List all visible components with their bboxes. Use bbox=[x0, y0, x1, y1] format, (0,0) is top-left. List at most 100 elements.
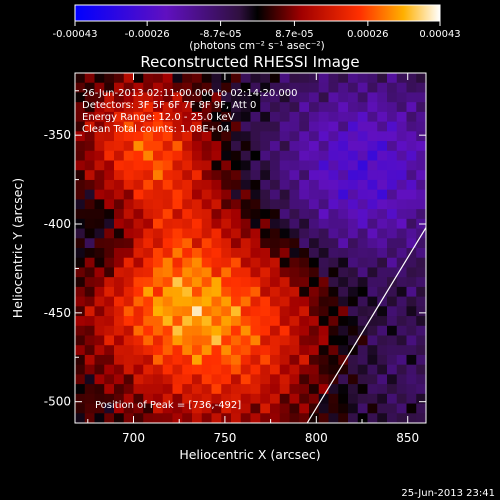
heatmap-cell bbox=[406, 218, 417, 230]
x-tick-label: 750 bbox=[213, 431, 236, 445]
heatmap-cell bbox=[357, 384, 369, 395]
heatmap-cell bbox=[211, 92, 222, 103]
heatmap-cell bbox=[192, 111, 203, 123]
heatmap-cell bbox=[377, 277, 388, 288]
heatmap-cell bbox=[182, 413, 193, 423]
heatmap-cell bbox=[182, 238, 193, 249]
heatmap-cell bbox=[75, 345, 86, 356]
heatmap-cell bbox=[289, 393, 300, 405]
heatmap-cell bbox=[318, 354, 330, 366]
heatmap-cell bbox=[143, 286, 154, 298]
heatmap-cell bbox=[289, 277, 300, 288]
heatmap-cell bbox=[231, 141, 242, 152]
heatmap-cell bbox=[231, 82, 242, 94]
heatmap-cell bbox=[182, 286, 193, 298]
heatmap-cell bbox=[104, 131, 115, 142]
heatmap-cell bbox=[162, 228, 174, 239]
heatmap-cell bbox=[240, 141, 252, 152]
heatmap-cell bbox=[328, 248, 339, 259]
heatmap-cell bbox=[377, 141, 388, 152]
heatmap-cell bbox=[104, 257, 115, 269]
heatmap-cell bbox=[75, 170, 86, 181]
heatmap-cell bbox=[328, 345, 339, 356]
heatmap-cell bbox=[153, 199, 164, 210]
heatmap-cell bbox=[143, 413, 154, 423]
heatmap-cell bbox=[182, 228, 193, 239]
heatmap-cell bbox=[318, 209, 330, 220]
heatmap-cell bbox=[172, 364, 183, 375]
heatmap-cell bbox=[192, 218, 203, 230]
heatmap-cell bbox=[133, 189, 144, 200]
heatmap-cell bbox=[318, 296, 330, 307]
colorbar-tick-label: 0.00026 bbox=[347, 29, 388, 40]
heatmap-cell bbox=[84, 238, 96, 249]
heatmap-cell bbox=[114, 354, 125, 366]
heatmap-cell bbox=[143, 238, 154, 249]
heatmap-cell bbox=[279, 316, 291, 327]
heatmap-cell bbox=[367, 238, 378, 249]
heatmap-cell bbox=[260, 413, 271, 423]
heatmap-cell bbox=[328, 306, 339, 317]
heatmap-cell bbox=[309, 267, 320, 278]
heatmap-cell bbox=[123, 228, 135, 239]
y-axis-label: Heliocentric Y (arcsec) bbox=[10, 178, 25, 318]
heatmap-cell bbox=[211, 209, 222, 220]
heatmap-cell bbox=[289, 413, 300, 423]
heatmap-cell bbox=[182, 335, 193, 346]
heatmap-cell bbox=[123, 209, 135, 220]
heatmap-cell bbox=[192, 238, 203, 249]
heatmap-cell bbox=[260, 306, 271, 317]
heatmap-cell bbox=[416, 209, 426, 220]
heatmap-cell bbox=[182, 102, 193, 113]
heatmap-cell bbox=[357, 345, 369, 356]
heatmap-cell bbox=[387, 286, 398, 298]
heatmap-cell bbox=[279, 189, 291, 200]
heatmap-cell bbox=[338, 325, 349, 337]
heatmap-cell bbox=[201, 345, 213, 356]
heatmap-cell bbox=[211, 228, 222, 239]
heatmap-cell bbox=[289, 179, 300, 191]
heatmap-cell bbox=[172, 170, 183, 181]
heatmap-cell bbox=[396, 150, 408, 162]
heatmap-cell bbox=[75, 73, 86, 84]
heatmap-cell bbox=[406, 345, 417, 356]
heatmap-cell bbox=[192, 384, 203, 395]
heatmap-cell bbox=[153, 179, 164, 191]
heatmap-cell bbox=[328, 286, 339, 298]
heatmap-cell bbox=[406, 354, 417, 366]
heatmap-cell bbox=[94, 413, 105, 423]
heatmap-cell bbox=[260, 374, 271, 385]
heatmap-cell bbox=[260, 131, 271, 142]
heatmap-cell bbox=[299, 92, 310, 103]
heatmap-cell bbox=[338, 286, 349, 298]
heatmap-cell bbox=[94, 286, 105, 298]
heatmap-cell bbox=[162, 257, 174, 269]
heatmap-cell bbox=[299, 218, 310, 230]
heatmap-cell bbox=[201, 316, 213, 327]
heatmap-cell bbox=[133, 179, 144, 191]
heatmap-cell bbox=[348, 306, 359, 317]
heatmap-cell bbox=[211, 316, 222, 327]
heatmap-cell bbox=[338, 267, 349, 278]
heatmap-cell bbox=[377, 335, 388, 346]
heatmap-cell bbox=[250, 73, 261, 84]
heatmap-cell bbox=[123, 413, 135, 423]
heatmap-cell bbox=[309, 150, 320, 162]
heatmap-cell bbox=[377, 209, 388, 220]
heatmap-cell bbox=[367, 102, 378, 113]
heatmap-cell bbox=[94, 306, 105, 317]
heatmap-cell bbox=[416, 228, 426, 239]
heatmap-cell bbox=[104, 403, 115, 414]
heatmap-cell bbox=[201, 354, 213, 366]
colorbar-tick-label: -8.7e-05 bbox=[200, 29, 242, 40]
heatmap-cell bbox=[338, 345, 349, 356]
heatmap-cell bbox=[299, 131, 310, 142]
heatmap-cell bbox=[221, 92, 232, 103]
heatmap-cell bbox=[221, 160, 232, 171]
heatmap-cell bbox=[192, 364, 203, 375]
heatmap-cell bbox=[396, 238, 408, 249]
heatmap-cell bbox=[123, 277, 135, 288]
heatmap-cell bbox=[201, 393, 213, 405]
heatmap-cell bbox=[143, 374, 154, 385]
heatmap-cell bbox=[114, 413, 125, 423]
